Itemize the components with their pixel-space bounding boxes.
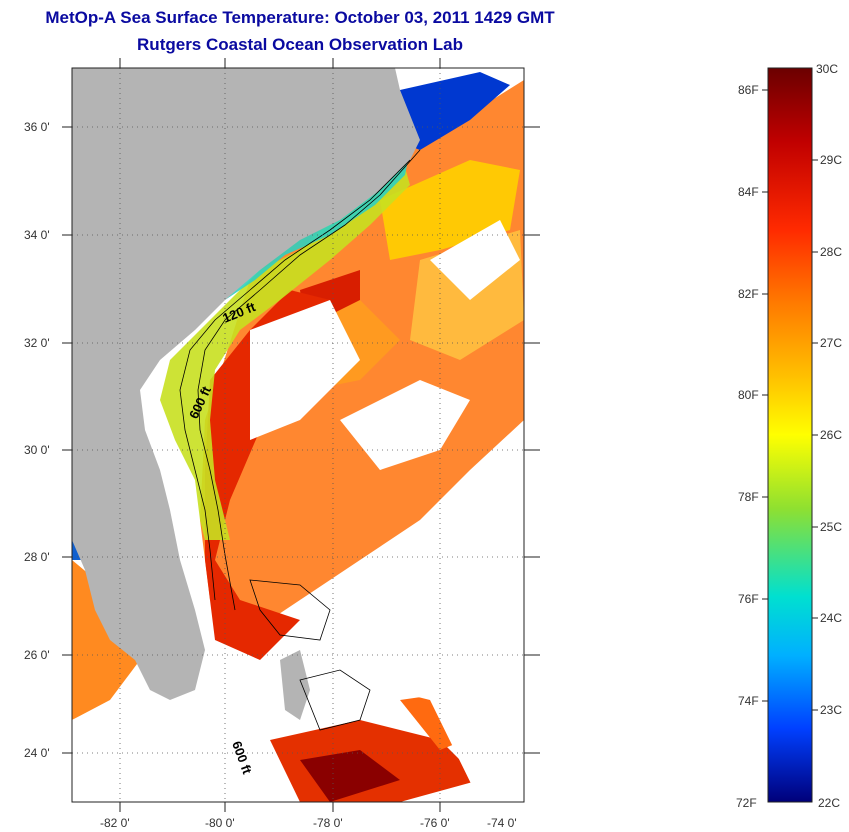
- colorbar-c-label: 28C: [820, 245, 843, 259]
- map-subtitle: Rutgers Coastal Ocean Observation Lab: [137, 35, 463, 54]
- lon-label: -82 0': [100, 816, 130, 830]
- colorbar-f-label: 86F: [738, 83, 759, 97]
- land-mass: [72, 68, 420, 700]
- colorbar-f-label: 74F: [738, 694, 759, 708]
- colorbar-f-label: 76F: [738, 592, 759, 606]
- colorbar-c-label: 30C: [816, 62, 839, 76]
- colorbar: [767, 67, 813, 803]
- lat-label: 36 0': [24, 120, 50, 134]
- colorbar-c-label: 26C: [820, 428, 843, 442]
- colorbar-c-label: 25C: [820, 520, 843, 534]
- depth-contours: [179, 149, 421, 731]
- cloud-cover: [72, 220, 524, 802]
- colorbar-f-label: 84F: [738, 185, 759, 199]
- lon-label: -80 0': [205, 816, 235, 830]
- lat-label: 34 0': [24, 228, 50, 242]
- colorbar-f-label: 72F: [736, 796, 757, 810]
- axis-ticks: [62, 58, 540, 812]
- lon-label: -76 0': [420, 816, 450, 830]
- colorbar-c-label: 22C: [818, 796, 841, 810]
- lat-label: 24 0': [24, 746, 50, 760]
- map-title: MetOp-A Sea Surface Temperature: October…: [45, 8, 555, 27]
- lat-label: 26 0': [24, 648, 50, 662]
- lat-label: 30 0': [24, 443, 50, 457]
- colorbar-ticks: [762, 89, 818, 711]
- colorbar-f-label: 80F: [738, 388, 759, 402]
- colorbar-c-label: 24C: [820, 611, 843, 625]
- lat-label: 28 0': [24, 550, 50, 564]
- lon-label: -74 0': [487, 816, 517, 830]
- colorbar-c-label: 27C: [820, 336, 843, 350]
- colorbar-c-label: 29C: [820, 153, 843, 167]
- colorbar-f-label: 78F: [738, 490, 759, 504]
- lat-label: 32 0': [24, 336, 50, 350]
- colorbar-f-label: 82F: [738, 287, 759, 301]
- bahamas-land: [280, 650, 310, 720]
- colorbar-c-label: 23C: [820, 703, 843, 717]
- lon-label: -78 0': [313, 816, 343, 830]
- map-grid: [72, 68, 524, 802]
